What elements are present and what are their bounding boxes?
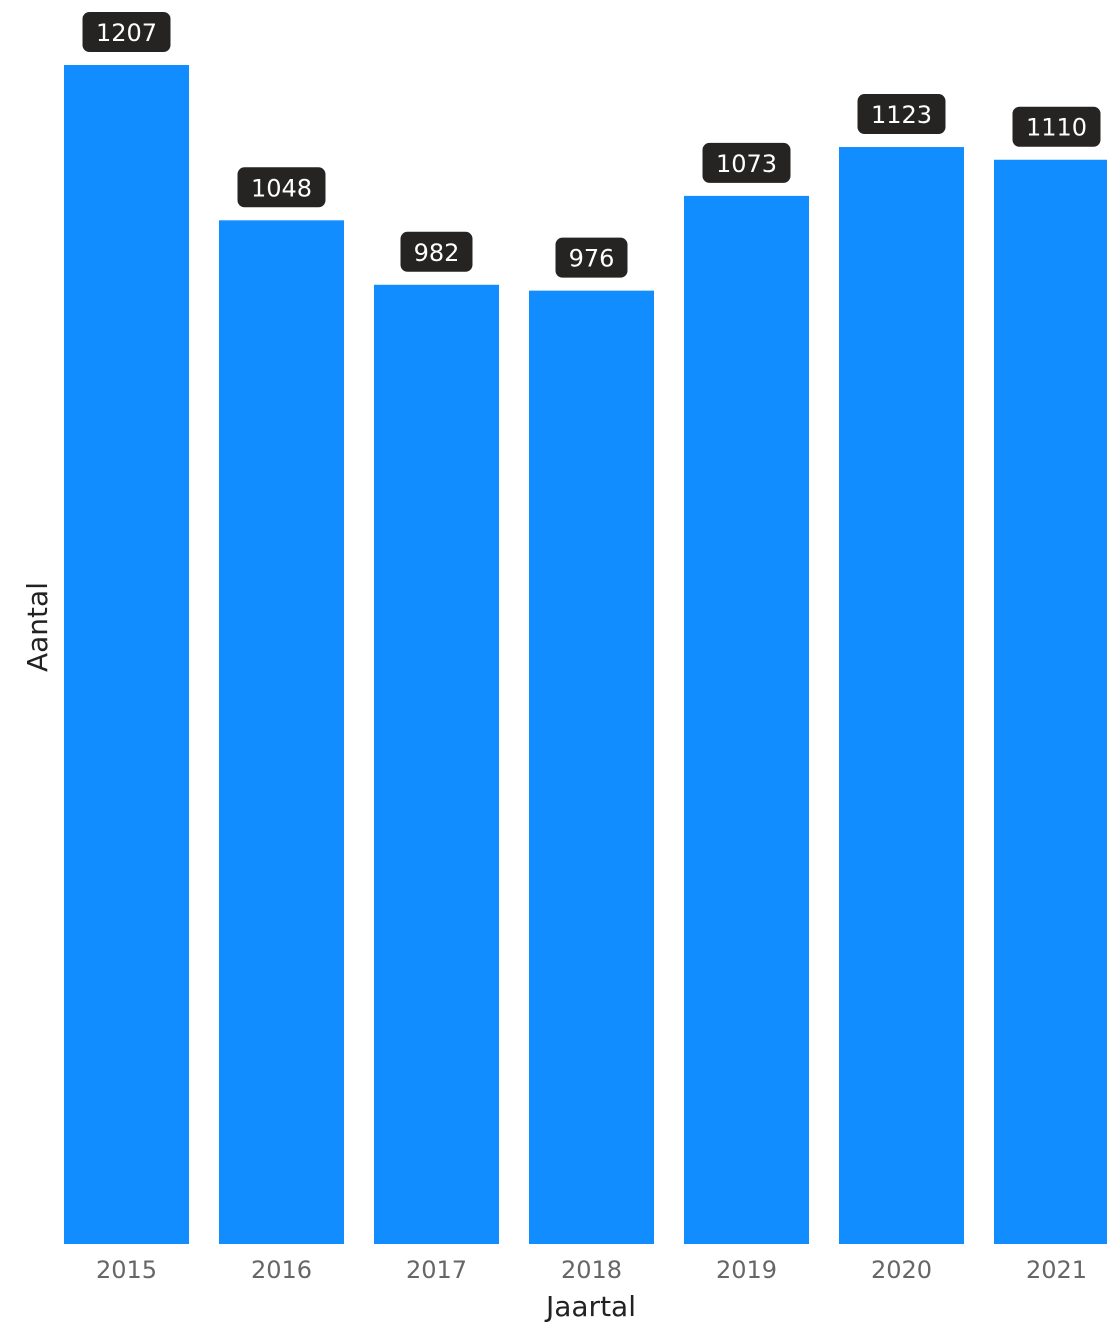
bar-2020 (839, 147, 964, 1244)
data-label-text: 1123 (871, 101, 932, 129)
bar-2018 (529, 290, 654, 1245)
data-label-box (237, 167, 326, 208)
data-label-text: 982 (414, 239, 460, 267)
x-tick-label-2019: 2019 (716, 1256, 777, 1284)
data-label-box (555, 237, 628, 278)
data-label-text: 1073 (716, 150, 777, 178)
data-label-2016: 1048 (237, 167, 326, 208)
bar-2017 (374, 284, 499, 1244)
y-axis-title: Aantal (21, 582, 54, 672)
data-label-2018: 976 (555, 237, 628, 278)
data-label-box (702, 142, 791, 183)
x-tick-label-2021: 2021 (1026, 1256, 1087, 1284)
bar-2021 (994, 159, 1107, 1245)
bar-2019 (684, 195, 809, 1244)
data-label-text: 1207 (96, 19, 157, 47)
x-tick-labels-layer: 2015 2016 2017 2018 2019 2020 2021 (96, 1256, 1087, 1284)
bar-2016 (219, 220, 344, 1244)
bar-2015 (64, 65, 189, 1244)
x-tick-label-2017: 2017 (406, 1256, 467, 1284)
x-axis-title: Jaartal (544, 1290, 636, 1323)
bars-layer (64, 65, 1107, 1245)
x-tick-label-2020: 2020 (871, 1256, 932, 1284)
data-label-box (857, 94, 946, 135)
data-labels-layer: 1207 1048 982 976 1073 1123 1110 (82, 12, 1101, 278)
data-label-2015: 1207 (82, 12, 171, 52)
x-tick-label-2018: 2018 (561, 1256, 622, 1284)
x-tick-label-2016: 2016 (251, 1256, 312, 1284)
data-label-2020: 1123 (857, 94, 946, 135)
x-tick-label-2015: 2015 (96, 1256, 157, 1284)
data-label-text: 1048 (251, 174, 312, 202)
data-label-2019: 1073 (702, 142, 791, 183)
data-label-2017: 982 (400, 231, 473, 272)
data-label-box (1012, 106, 1101, 147)
data-label-box (400, 231, 473, 272)
data-label-text: 976 (569, 245, 615, 273)
data-label-box (82, 12, 171, 52)
data-label-text: 1110 (1026, 114, 1087, 142)
data-label-2021: 1110 (1012, 106, 1101, 147)
